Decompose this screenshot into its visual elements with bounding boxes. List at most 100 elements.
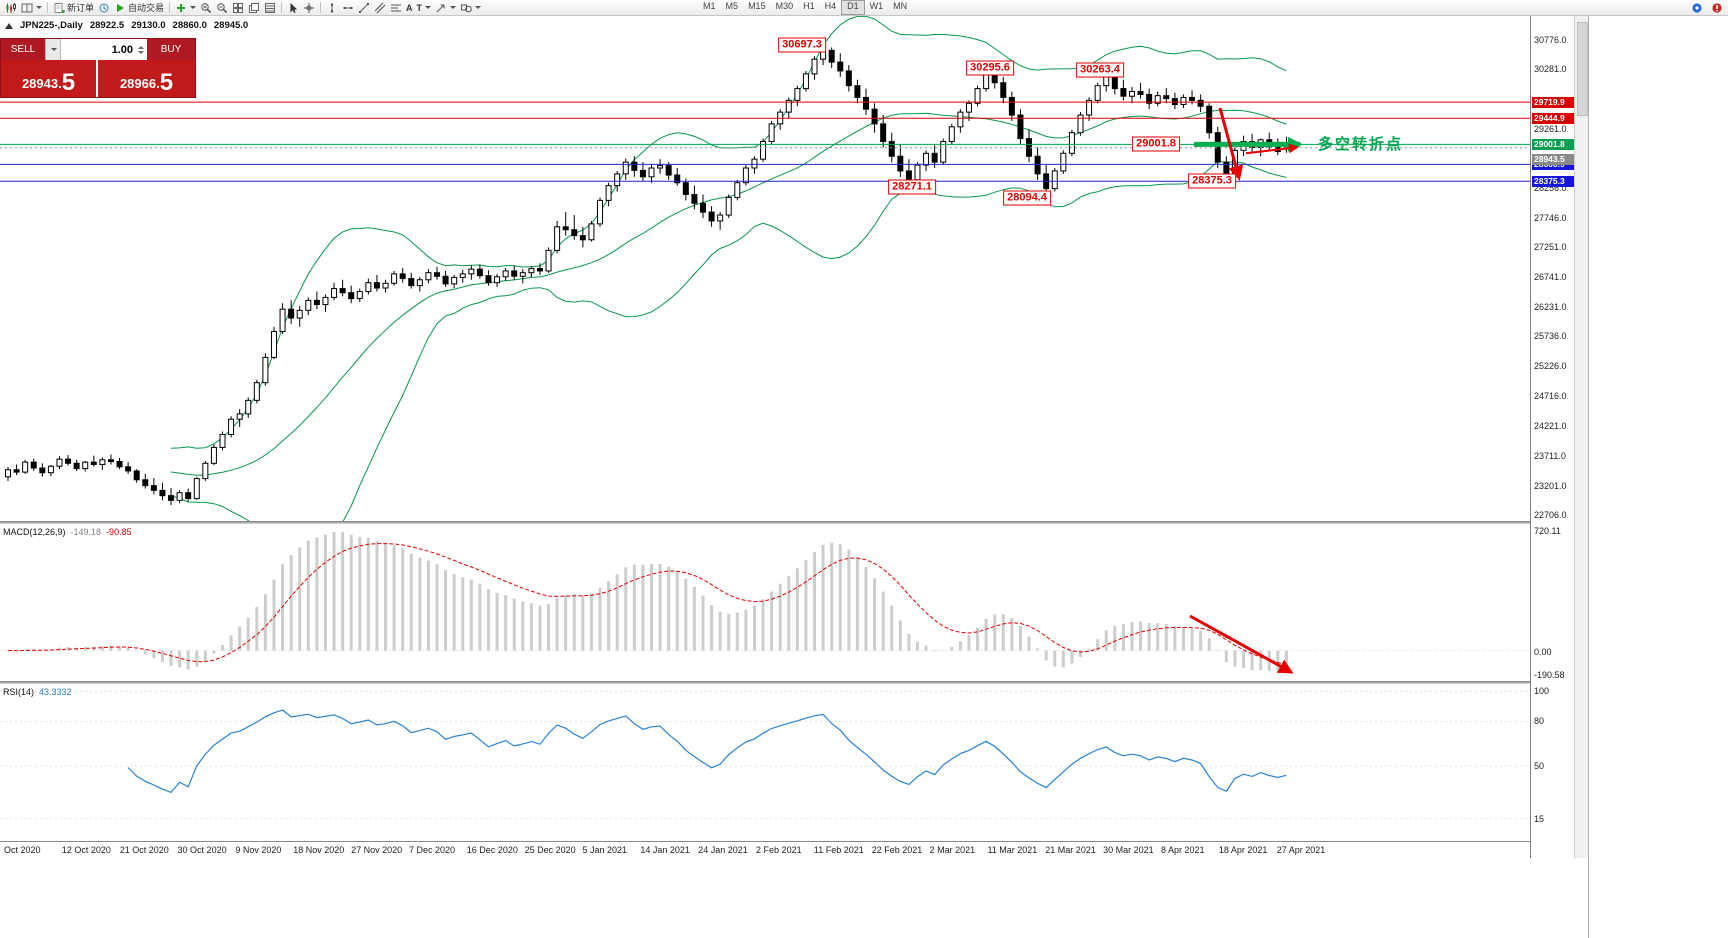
rsi-name: RSI(14) [3,687,35,697]
ohlc-close: 28945.0 [213,20,249,31]
price-axis-label: 30776.0 [1534,35,1567,45]
price-axis-label: 25226.0 [1534,361,1567,372]
main-chart-canvas[interactable] [0,16,1530,521]
zoom-in-icon[interactable] [198,1,214,15]
timeframe-m1[interactable]: M1 [703,1,716,11]
current-price-tag: 28943.5 [1532,153,1574,165]
tile-windows-icon[interactable] [230,1,246,15]
timeframe-m30[interactable]: M30 [775,1,794,11]
price-axis-label: 24221.0 [1534,420,1567,431]
price-axis-label: 24716.0 [1534,391,1567,402]
time-axis-label: 27 Nov 2020 [351,845,403,855]
one-click-trading-widget: SELL BUY 28943. 5 28966. 5 [0,38,196,98]
timeframe-m5[interactable]: M5 [725,1,739,11]
buy-price-big: 5 [159,69,174,96]
timeframe-d1[interactable]: D1 [841,0,865,15]
time-axis-label: 2 Feb 2021 [756,845,802,855]
new-order-label: 新订单 [67,3,95,13]
volume-input[interactable] [61,42,135,57]
rsi-axis-label: 80 [1534,716,1545,727]
data-window-icon[interactable] [262,1,278,15]
trendline-icon[interactable] [356,1,372,15]
time-axis-label: 12 Oct 2020 [61,845,111,855]
scrollbar-thumb[interactable] [1577,22,1588,116]
time-axis-label: 22 Feb 2021 [871,845,923,855]
chart-window-icon[interactable] [3,1,19,15]
buy-button[interactable]: BUY [147,39,195,60]
price-axis-label: 30281.0 [1534,64,1567,75]
time-axis[interactable]: Oct 2020 12 Oct 2020 21 Oct 2020 30 Oct 202… [0,842,1530,858]
chevron-down-icon [190,6,197,9]
price-axis-label: 25736.0 [1534,331,1567,342]
toolbar-separator [281,2,283,13]
autotrading-button[interactable]: 自动交易 [112,1,166,15]
new-order-button[interactable]: 新订单 [51,1,96,15]
timeframe-h4[interactable]: H4 [824,1,837,11]
macd-label: MACD(12,26,9) -149.18 -90.85 [3,527,132,537]
zoom-out-icon[interactable] [214,1,230,15]
symbol-triangle-icon [5,22,13,29]
volume-stepper[interactable] [135,45,147,54]
chart-caption: JPN225-,Daily 28922.5 29130.0 28860.0 28… [5,20,248,31]
rsi-panel[interactable] [0,684,1530,841]
buy-price-button[interactable]: 28966. 5 [98,60,195,97]
right-empty-panel [1588,16,1728,938]
text-tool-button[interactable]: A [404,1,415,15]
toolbar-separator [169,2,171,13]
symbol-period-label: JPN225-,Daily [20,20,83,31]
price-axis-label: 26741.0 [1534,272,1567,283]
macd-value: -149.18 [70,527,102,537]
price-axis-tag: 29719.9 [1532,96,1574,108]
shapes-icon[interactable] [458,1,483,15]
price-axis-label: 27746.0 [1534,213,1567,224]
rsi-axis-label: 50 [1534,761,1545,772]
price-axis-tag: 28375.3 [1532,175,1574,187]
time-axis-label: 16 Dec 2020 [466,845,518,855]
macd-axis-label: 0.00 [1534,646,1552,657]
autotrading-label: 自动交易 [128,3,165,13]
help-icon[interactable] [1689,1,1705,15]
cascade-windows-icon[interactable] [246,1,262,15]
ohlc-high: 29130.0 [131,20,166,31]
arrow-tool-icon[interactable] [433,1,458,15]
price-axis[interactable]: 30776.0 30281.0 29261.0 28256.0 27746.0 27251… [1530,16,1574,858]
toolbar-separator [47,2,48,13]
volume-dropdown[interactable] [45,39,61,60]
price-axis-label: 27251.0 [1534,242,1567,253]
time-axis-label: Oct 2020 [4,845,41,855]
toolbar-separator [320,2,322,13]
rsi-value: 43.3332 [39,687,72,697]
sell-price-big: 5 [61,69,76,96]
timeframe-mn[interactable]: MN [893,1,908,11]
profiles-icon[interactable] [19,1,44,15]
cursor-icon[interactable] [285,1,301,15]
channel-icon[interactable] [372,1,388,15]
vertical-line-icon[interactable] [324,1,340,15]
vertical-scrollbar[interactable] [1574,16,1588,858]
macd-panel[interactable] [0,524,1530,681]
macd-name: MACD(12,26,9) [3,527,66,537]
crosshair-icon[interactable] [301,1,317,15]
time-axis-label: 30 Oct 2020 [177,845,227,855]
indicators-icon[interactable] [173,1,198,15]
price-axis-label: 22706.0 [1534,509,1567,520]
sell-price-button[interactable]: 28943. 5 [1,60,98,97]
time-axis-label: 24 Jan 2021 [698,845,748,855]
price-axis-tag: 29001.8 [1532,138,1574,150]
price-axis-tag: 29444.9 [1532,112,1574,124]
rsi-axis-label: 100 [1534,686,1550,697]
time-axis-label: 27 Apr 2021 [1276,845,1326,855]
horizontal-line-icon[interactable] [340,1,356,15]
time-axis-label: 5 Jan 2021 [582,845,628,855]
panel-splitter[interactable] [0,521,1588,524]
fibonacci-icon[interactable] [388,1,404,15]
timeframe-h1[interactable]: H1 [803,1,815,11]
font-tool-button[interactable]: T [415,1,434,15]
scripts-icon[interactable] [96,1,112,15]
alert-icon[interactable] [1709,1,1725,15]
sell-button[interactable]: SELL [1,39,45,60]
timeframe-m15[interactable]: M15 [748,1,766,11]
panel-splitter[interactable] [0,681,1588,684]
timeframe-w1[interactable]: W1 [869,1,884,11]
time-axis-label: 11 Feb 2021 [813,845,864,855]
